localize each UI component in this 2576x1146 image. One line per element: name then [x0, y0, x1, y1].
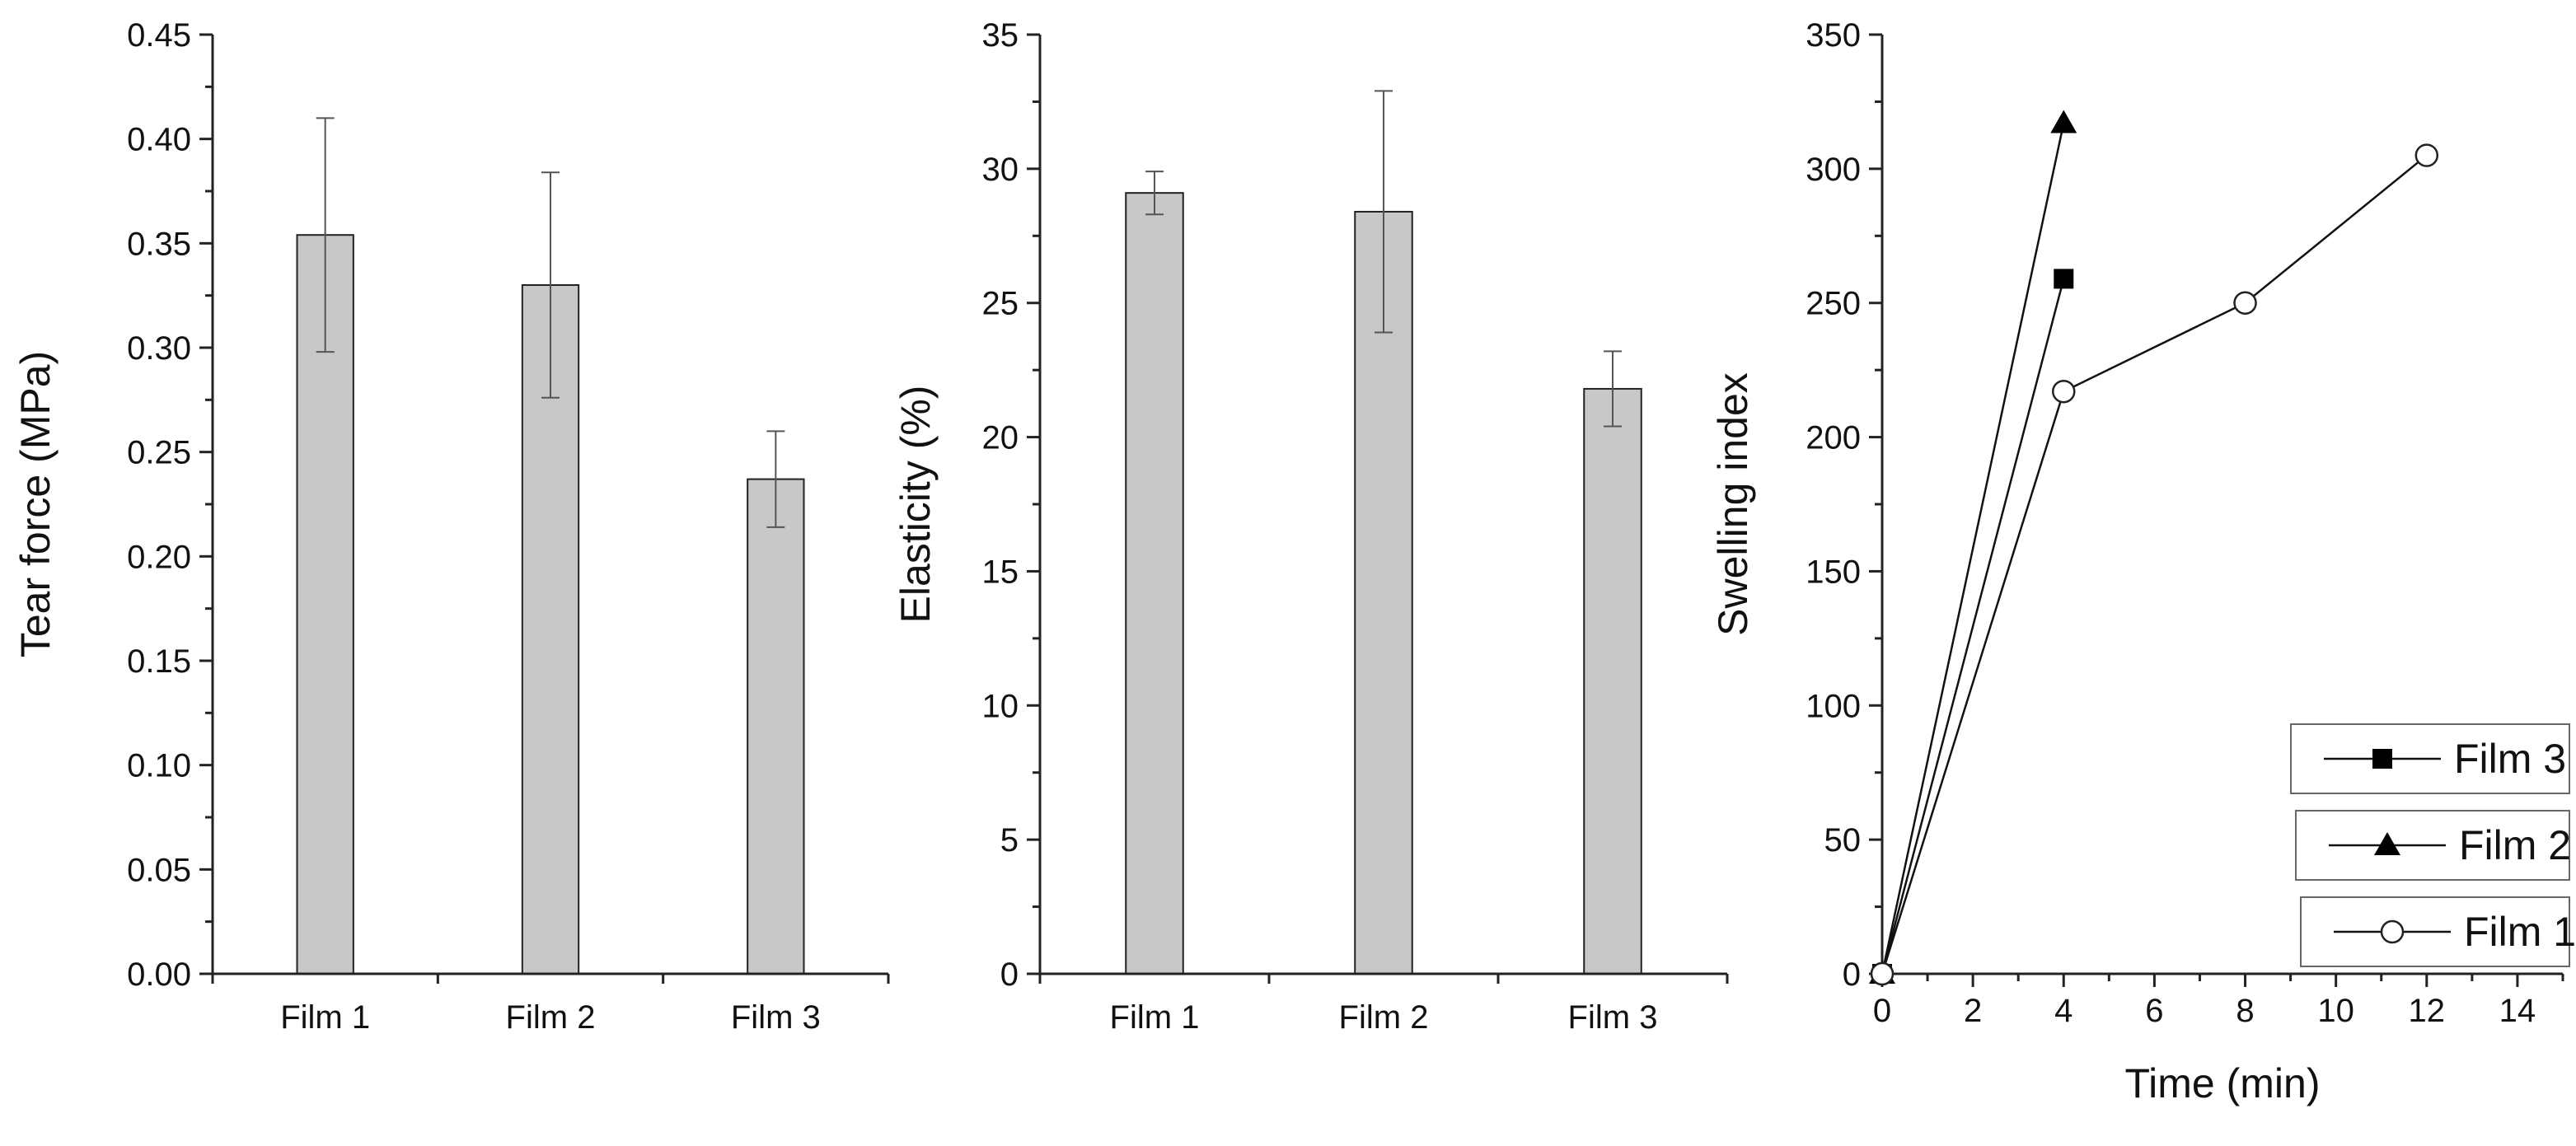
y-tick-label: 350: [1806, 17, 1861, 54]
y-tick-label: 20: [982, 420, 1019, 456]
series-line: [1880, 123, 2065, 975]
legend-item-film-1: Film 1: [2300, 896, 2576, 967]
legend-label: Film 3: [2454, 736, 2566, 782]
y-tick-label: 15: [982, 554, 1019, 590]
x-tick-label: Film 3: [731, 999, 821, 1036]
y-tick-label: 5: [1000, 822, 1019, 858]
legend-swatch-marker: [2380, 919, 2405, 944]
legend-swatch-marker: [2372, 749, 2392, 769]
x-tick-label: Film 1: [1110, 999, 1200, 1036]
y-tick-label: 200: [1806, 420, 1861, 456]
x-tick-label: 10: [2317, 993, 2354, 1029]
legend-item-film-2: Film 2: [2295, 810, 2571, 881]
y-tick-label: 30: [982, 152, 1019, 188]
legend-swatch-marker: [2374, 832, 2400, 855]
y-tick-label: 50: [1824, 822, 1862, 858]
y-tick-label: 0: [1000, 957, 1019, 993]
y-tick-label: 0.25: [127, 435, 191, 471]
chart-2: 0 5 10 15 20 25 30 35 Film 1 Film 2 Film 3 Elastici…: [892, 17, 1729, 1036]
data-point: [1870, 961, 1895, 986]
series-film-1: [1870, 143, 2439, 986]
data-point: [2052, 379, 2076, 404]
data-point: [2233, 291, 2257, 315]
y-tick-label: 0.40: [127, 122, 191, 158]
y-tick-label: 250: [1806, 286, 1861, 322]
x-tick-label: Film 3: [1568, 999, 1658, 1036]
x-tick-label: 12: [2409, 993, 2446, 1029]
y-tick-label: 300: [1806, 152, 1861, 188]
x-tick-label: 14: [2499, 993, 2536, 1029]
x-tick-label: 2: [1964, 993, 1982, 1029]
legend-label: Film 1: [2464, 909, 2576, 955]
x-tick-label: 4: [2054, 993, 2073, 1029]
x-tick-label: 8: [2236, 993, 2254, 1029]
y-tick-label: 35: [982, 17, 1019, 54]
y-axis-title: Swelling index: [1710, 372, 1756, 636]
y-tick-label: 0.10: [127, 748, 191, 784]
error-bar-film-3: [766, 430, 785, 528]
series-line: [1880, 154, 2428, 975]
chart-3: 0 50 100 150 200 250 300 350 0 2 4 6 8 10 12 14 Time (mi…: [1710, 17, 2576, 1106]
error-bar-film-1: [1145, 171, 1164, 216]
x-tick-label: 0: [1873, 993, 1891, 1029]
series-line: [1880, 278, 2065, 975]
y-tick-label: 100: [1806, 688, 1861, 724]
y-tick-label: 150: [1806, 554, 1861, 590]
data-point: [2414, 143, 2439, 167]
bar-film-1: [296, 234, 354, 975]
data-point: [2054, 269, 2074, 289]
y-tick-label: 0.45: [127, 17, 191, 54]
y-axis-title: Tear force (MPa): [12, 351, 59, 657]
bar-film-3: [1583, 387, 1642, 975]
bar-film-2: [1354, 210, 1413, 975]
legend-item-film-3: Film 3: [2290, 723, 2570, 794]
x-tick-label: Film 1: [280, 999, 370, 1036]
bar-film-1: [1125, 192, 1184, 975]
y-tick-label: 0.05: [127, 852, 191, 888]
y-tick-label: 0.35: [127, 226, 191, 262]
x-tick-label: Film 2: [1339, 999, 1429, 1036]
error-bar-film-3: [1604, 350, 1622, 428]
y-tick-label: 0.30: [127, 330, 191, 367]
chart-1: 0.00 0.05 0.10 0.15 0.20 0.25 0.30 0.35 0.40 0.45…: [12, 17, 890, 1036]
y-tick-label: 0: [1843, 957, 1861, 993]
series-film-2: [1869, 110, 2077, 984]
y-tick-label: 25: [982, 286, 1019, 322]
y-axis-title: Elasticity (%): [892, 386, 939, 624]
y-tick-label: 0.00: [127, 957, 191, 993]
error-bar-film-2: [541, 171, 560, 399]
error-bar-film-2: [1375, 90, 1393, 334]
y-tick-label: 0.15: [127, 643, 191, 680]
error-bar-film-1: [316, 117, 335, 353]
x-axis-title: Time (min): [2124, 1060, 2320, 1106]
x-tick-label: Film 2: [506, 999, 596, 1036]
legend-label: Film 2: [2459, 822, 2571, 868]
x-tick-label: 6: [2145, 993, 2163, 1029]
data-point: [2050, 110, 2077, 133]
y-tick-label: 10: [982, 688, 1019, 724]
bar-film-3: [747, 478, 805, 975]
y-tick-label: 0.20: [127, 539, 191, 575]
